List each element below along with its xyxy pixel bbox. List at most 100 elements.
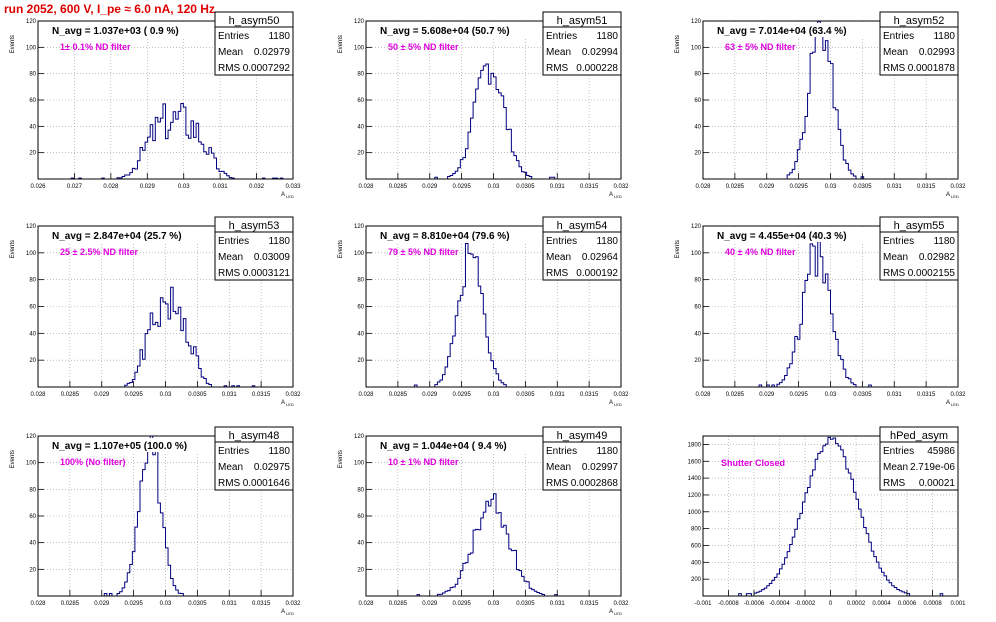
panel-h_asym51: 0.028 0.0285 0.029 0.0295 0.03 0.0305 0.031 0.0… <box>338 11 629 199</box>
stats-value-rms: 0.0007292 <box>243 63 291 74</box>
stats-title: h_asym51 <box>557 15 608 27</box>
stats-key-mean: Mean <box>218 462 243 473</box>
stats-key-rms: RMS <box>546 268 569 279</box>
y-tick-label: 120 <box>26 19 37 25</box>
navg-bg <box>40 23 198 37</box>
y-axis-label: Events <box>338 240 344 258</box>
stats-value-mean: 2.719e-06 <box>910 462 955 473</box>
y-tick-label: 600 <box>691 543 702 549</box>
x-tick-label: 0.0305 <box>188 601 207 607</box>
navg-label: N_avg = 5.608e+04 (50.7 %) <box>380 26 510 37</box>
y-tick-label: 120 <box>691 224 702 230</box>
filter-label: 50 ± 5% ND filter <box>388 42 459 52</box>
stats-value-rms: 0.0002868 <box>571 478 619 489</box>
stats-key-entries: Entries <box>883 446 914 457</box>
x-tick-label: 0.0305 <box>516 601 535 607</box>
stats-key-mean: Mean <box>546 462 571 473</box>
y-tick-label: 60 <box>357 514 364 520</box>
stats-value-mean: 0.02993 <box>919 47 956 58</box>
x-axis-label: A <box>281 192 285 198</box>
y-tick-label: 100 <box>691 251 702 257</box>
x-tick-label: 0.0285 <box>726 184 745 190</box>
y-tick-label: 80 <box>29 278 36 284</box>
y-tick-label: 60 <box>29 98 36 104</box>
x-tick-label: 0.032 <box>285 392 301 398</box>
histogram-h_asym50 <box>38 102 293 180</box>
panel-h_asym49: 0.028 0.0285 0.029 0.0295 0.03 0.0305 0.031 0.0… <box>338 426 629 616</box>
x-tick-label: -0.0008 <box>718 601 739 607</box>
stats-title: h_asym55 <box>894 220 945 232</box>
stats-value-entries: 1180 <box>268 446 290 457</box>
stats-key-mean: Mean <box>546 47 571 58</box>
stats-value-entries: 1180 <box>596 236 618 247</box>
x-axis-label-sub: LED <box>286 194 294 199</box>
x-tick-label: 0.027 <box>67 184 83 190</box>
y-tick-label: 1800 <box>688 442 702 448</box>
x-axis-label-sub: LED <box>951 402 959 407</box>
y-tick-label: 800 <box>691 527 702 533</box>
x-axis-label: A <box>609 400 613 406</box>
stats-box <box>542 216 622 281</box>
y-axis-label: Events <box>10 450 16 468</box>
stats-value-mean: 0.02975 <box>254 462 291 473</box>
x-tick-label: -0.0006 <box>744 601 765 607</box>
stats-value-entries: 1180 <box>268 31 290 42</box>
x-axis-label: A <box>946 400 950 406</box>
x-axis-label: A <box>609 609 613 615</box>
x-tick-label: 0.0295 <box>452 392 471 398</box>
y-tick-label: 20 <box>694 358 701 364</box>
y-axis-label: Events <box>10 35 16 53</box>
x-axis-label: A <box>609 192 613 198</box>
stats-value-mean: 0.03009 <box>254 252 291 263</box>
x-tick-label: 0.028 <box>30 392 46 398</box>
x-tick-label: 0.0315 <box>580 601 599 607</box>
run-title: run 2052, 600 V, I_pe ≈ 6.0 nA, 120 Hz <box>4 2 215 16</box>
y-tick-label: 40 <box>694 124 701 130</box>
y-tick-label: 20 <box>357 151 364 157</box>
y-tick-label: 20 <box>357 567 364 573</box>
panel-h_asym54: 0.028 0.0285 0.029 0.0295 0.03 0.0305 0.031 0.0… <box>338 216 629 407</box>
stats-key-entries: Entries <box>218 446 249 457</box>
stats-key-rms: RMS <box>883 478 906 489</box>
panel-h_asym48: 0.028 0.0285 0.029 0.0295 0.03 0.0305 0.031 0.0… <box>10 426 301 616</box>
stats-title: h_asym52 <box>894 15 945 27</box>
x-tick-label: 0.0315 <box>917 392 936 398</box>
stats-value-rms: 0.000192 <box>576 268 618 279</box>
filter-label: 1± 0.1% ND filter <box>60 42 131 52</box>
x-tick-label: 0.028 <box>695 392 711 398</box>
y-tick-label: 60 <box>694 98 701 104</box>
stats-key-entries: Entries <box>546 446 577 457</box>
stats-value-mean: 0.02994 <box>582 47 619 58</box>
x-axis-label-sub: LED <box>951 194 959 199</box>
x-axis-label-sub: LED <box>286 402 294 407</box>
y-tick-label: 100 <box>26 45 37 51</box>
stats-key-rms: RMS <box>546 478 569 489</box>
navg-bg <box>705 23 863 37</box>
stats-box <box>879 216 959 281</box>
stats-value-mean: 0.02979 <box>254 47 291 58</box>
x-tick-label: 0.0004 <box>872 601 891 607</box>
y-axis-label: Events <box>675 35 681 53</box>
x-tick-label: 0.0295 <box>789 392 808 398</box>
x-tick-label: 0.0295 <box>452 184 471 190</box>
x-tick-label: 0.032 <box>613 184 629 190</box>
x-tick-label: 0.031 <box>550 392 566 398</box>
x-tick-label: 0.0295 <box>124 392 143 398</box>
x-tick-label: 0 <box>829 601 833 607</box>
stats-key-mean: Mean <box>218 47 243 58</box>
x-tick-label: 0.031 <box>550 184 566 190</box>
x-tick-label: -0.0004 <box>769 601 790 607</box>
navg-bg <box>40 228 198 242</box>
filter-label: Shutter Closed <box>721 458 785 468</box>
y-tick-label: 20 <box>29 567 36 573</box>
stats-key-rms: RMS <box>218 478 241 489</box>
x-tick-label: 0.03 <box>825 184 837 190</box>
y-tick-label: 40 <box>357 541 364 547</box>
y-tick-label: 120 <box>354 434 365 440</box>
y-tick-label: 80 <box>29 72 36 78</box>
stats-key-rms: RMS <box>218 63 241 74</box>
x-tick-label: 0.03 <box>488 392 500 398</box>
y-tick-label: 1400 <box>688 476 702 482</box>
stats-key-entries: Entries <box>546 31 577 42</box>
